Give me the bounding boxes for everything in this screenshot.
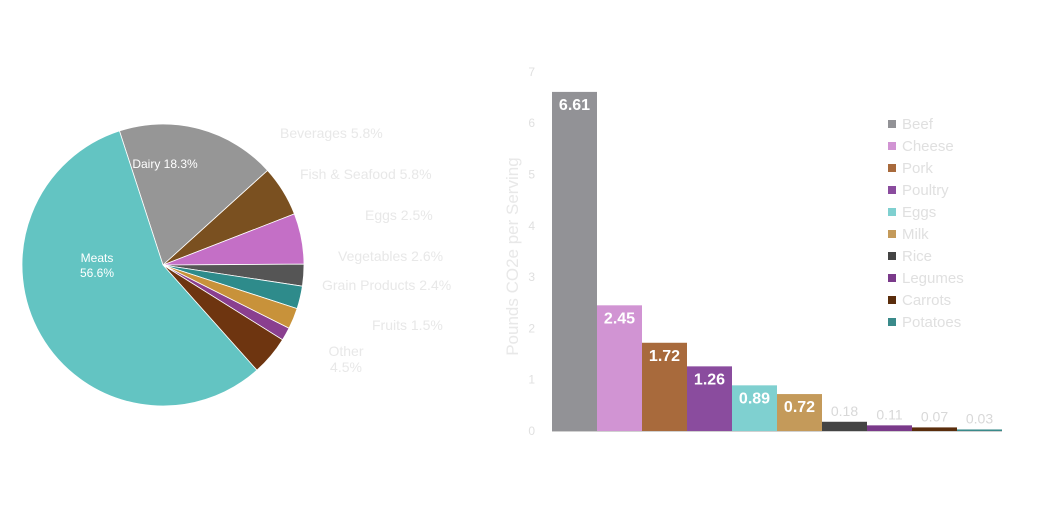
legend-swatch (888, 142, 896, 150)
legend-label: Legumes (902, 270, 964, 287)
bar-value-label-eggs: 0.89 (739, 390, 770, 407)
legend-swatch (888, 318, 896, 326)
legend-label: Carrots (902, 292, 951, 309)
legend-label: Beef (902, 116, 934, 133)
co2e-bar-chart: 0 1 2 3 4 5 6 7 Pounds CO2e per Serving 6.61 2.45 1… (503, 65, 1002, 438)
bar-value-label-rice: 0.18 (831, 403, 858, 419)
bar-value-label-legumes: 0.11 (876, 406, 902, 422)
y-tick-label: 0 (528, 424, 535, 438)
legend-item-potatoes: Potatoes (888, 314, 961, 331)
bar-value-label-carrots: 0.07 (921, 408, 948, 424)
bar-eggs (732, 385, 777, 431)
legend-label: Eggs (902, 204, 936, 221)
legend-label: Rice (902, 248, 932, 265)
bar-carrots (912, 427, 957, 431)
y-tick-label: 3 (528, 270, 535, 284)
pie-label-beverages: Beverages 5.8% (280, 125, 383, 141)
food-category-pie-chart: Meats 56.6% Dairy 18.3% Beverages 5.8% Fish … (21, 123, 451, 407)
legend-item-legumes: Legumes (888, 270, 964, 287)
y-tick-label: 1 (528, 373, 535, 387)
pie-label-meats: Meats 56.6% (80, 251, 114, 280)
legend-swatch (888, 120, 896, 128)
legend-label: Potatoes (902, 314, 961, 331)
bar-cheese (597, 305, 642, 431)
bar-potatoes (957, 429, 1002, 431)
legend-item-eggs: Eggs (888, 204, 936, 221)
bar-poultry (687, 366, 732, 431)
pie-label-other: Other 4.5% (328, 343, 363, 375)
pie-label-vegetables: Vegetables 2.6% (338, 248, 443, 264)
legend-item-pork: Pork (888, 160, 933, 177)
pie-label-grain-products: Grain Products 2.4% (322, 277, 451, 293)
legend-item-beef: Beef (888, 116, 934, 133)
legend-item-rice: Rice (888, 248, 932, 265)
legend-label: Cheese (902, 138, 954, 155)
y-tick-label: 5 (528, 168, 535, 182)
y-tick-label: 6 (528, 116, 535, 130)
pie-label-fish-seafood: Fish & Seafood 5.8% (300, 166, 432, 182)
legend-label: Milk (902, 226, 929, 243)
legend-item-poultry: Poultry (888, 182, 949, 199)
bar-value-label-milk: 0.72 (784, 399, 815, 416)
legend-swatch (888, 230, 896, 238)
legend-swatch (888, 186, 896, 194)
y-tick-label: 2 (528, 321, 535, 335)
pie-slice-dairy (118, 123, 269, 266)
bar-value-label-beef: 6.61 (559, 97, 590, 114)
pie-slice-meats (21, 130, 258, 407)
legend-swatch (888, 208, 896, 216)
legend-item-cheese: Cheese (888, 138, 954, 155)
legend-swatch (888, 164, 896, 172)
pie-label-dairy: Dairy 18.3% (132, 157, 198, 171)
legend-swatch (888, 274, 896, 282)
y-axis-label: Pounds CO2e per Serving (503, 157, 522, 355)
bar-beef (552, 91, 597, 432)
y-tick-label: 7 (528, 65, 535, 79)
pie-label-eggs: Eggs 2.5% (365, 207, 433, 223)
bar-value-label-cheese: 2.45 (604, 310, 635, 327)
legend-swatch (888, 252, 896, 260)
bar-value-label-poultry: 1.26 (694, 371, 725, 388)
bar-pork (642, 342, 687, 431)
bar-value-label-pork: 1.72 (649, 348, 680, 365)
pie-label-fruits: Fruits 1.5% (372, 317, 443, 333)
y-tick-label: 4 (528, 219, 535, 233)
legend-label: Pork (902, 160, 933, 177)
bar-value-label-potatoes: 0.03 (966, 410, 993, 426)
bar-legumes (867, 425, 912, 431)
legend-swatch (888, 296, 896, 304)
legend-item-milk: Milk (888, 226, 929, 243)
bar-milk (777, 394, 822, 431)
legend-item-carrots: Carrots (888, 292, 951, 309)
bar-rice (822, 421, 867, 431)
legend-label: Poultry (902, 182, 949, 199)
